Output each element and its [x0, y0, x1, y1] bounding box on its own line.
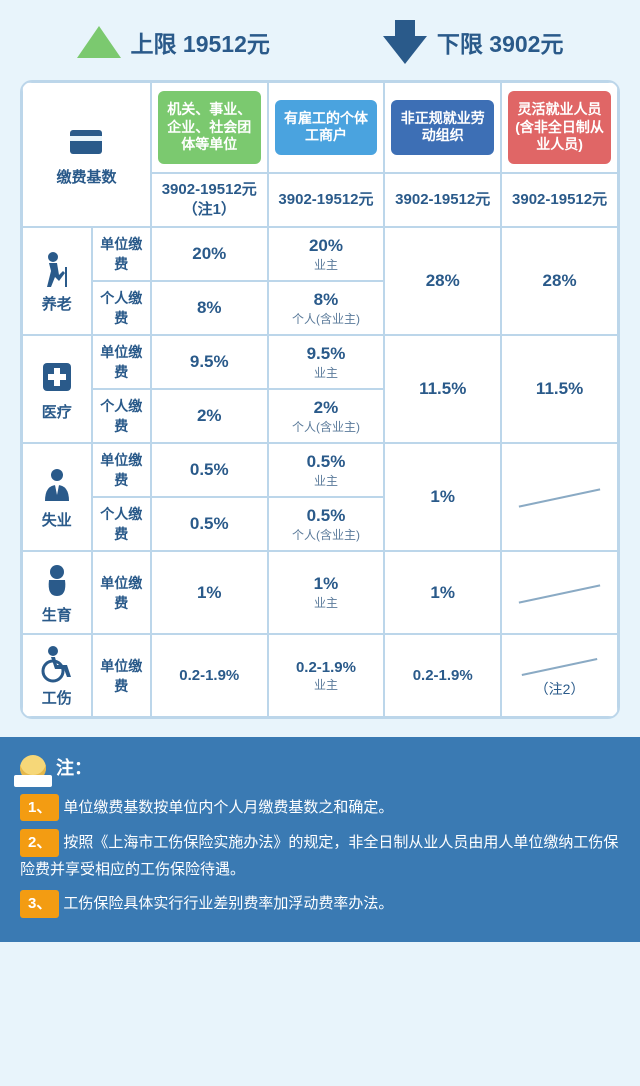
birth-unit-label: 单位缴费 — [92, 551, 151, 634]
injury-c2: 0.2-1.9%业主 — [268, 634, 385, 717]
base-col3: 3902-19512元 — [384, 173, 501, 228]
injury-c4: （注2） — [501, 634, 618, 717]
rates-table: 缴费基数 机关、事业、企业、社会团体等单位 有雇工的个体工商户 非正规就业劳动组… — [20, 80, 620, 719]
unemploy-indiv-c2: 0.5%个人(含业主) — [268, 497, 385, 551]
medical-unit-label: 单位缴费 — [92, 335, 151, 389]
pension-indiv-c2: 8%个人(含业主) — [268, 281, 385, 335]
medical-c3: 11.5% — [384, 335, 501, 443]
base-header-label: 缴费基数 — [27, 166, 146, 187]
note-1: 1、单位缴费基数按单位内个人月缴费基数之和确定。 — [20, 794, 620, 822]
pension-indiv-c1: 8% — [151, 281, 268, 335]
upper-limit: 上限 19512元 — [77, 25, 270, 59]
cat-birth-label: 生育 — [27, 604, 87, 625]
pension-unit-c1: 20% — [151, 227, 268, 281]
col-header-3: 非正规就业劳动组织 — [384, 82, 501, 173]
medical-unit-c1: 9.5% — [151, 335, 268, 389]
wheelchair-icon — [37, 643, 77, 683]
birth-c4-na — [501, 551, 618, 634]
limits-row: 上限 19512元 下限 3902元 — [20, 20, 620, 64]
medical-unit-c2: 9.5%业主 — [268, 335, 385, 389]
lower-limit-label: 下限 3902元 — [437, 25, 564, 59]
injury-c1: 0.2-1.9% — [151, 634, 268, 717]
pension-indiv-label: 个人缴费 — [92, 281, 151, 335]
injury-unit-label: 单位缴费 — [92, 634, 151, 717]
upper-limit-label: 上限 19512元 — [131, 25, 270, 59]
baby-icon — [37, 560, 77, 600]
cat-medical: 医疗 — [22, 335, 92, 443]
medical-indiv-c1: 2% — [151, 389, 268, 443]
cat-pension: 养老 — [22, 227, 92, 335]
person-cane-icon — [37, 249, 77, 289]
medical-indiv-c2: 2%个人(含业主) — [268, 389, 385, 443]
notes-title: 注： — [20, 753, 620, 784]
cat-unemploy-label: 失业 — [27, 509, 87, 530]
birth-c2: 1%业主 — [268, 551, 385, 634]
note-2: 2、按照《上海市工伤保险实施办法》的规定，非全日制从业人员由用人单位缴纳工伤保险… — [20, 829, 620, 882]
cat-injury-label: 工伤 — [27, 687, 87, 708]
cat-injury: 工伤 — [22, 634, 92, 717]
card-icon — [66, 122, 106, 162]
col-header-2: 有雇工的个体工商户 — [268, 82, 385, 173]
notes-title-text: 注： — [56, 753, 92, 784]
cat-unemploy: 失业 — [22, 443, 92, 551]
base-col1: 3902-19512元（注1） — [151, 173, 268, 228]
unemploy-unit-c2: 0.5%业主 — [268, 443, 385, 497]
col-header-1: 机关、事业、企业、社会团体等单位 — [151, 82, 268, 173]
base-header-cell: 缴费基数 — [22, 82, 151, 227]
pension-c3: 28% — [384, 227, 501, 335]
unemploy-unit-label: 单位缴费 — [92, 443, 151, 497]
unemploy-unit-c1: 0.5% — [151, 443, 268, 497]
base-col2: 3902-19512元 — [268, 173, 385, 228]
cat-medical-label: 医疗 — [27, 401, 87, 422]
arrow-up-icon — [77, 26, 121, 58]
medical-c4: 11.5% — [501, 335, 618, 443]
unemploy-c4-na — [501, 443, 618, 551]
cat-pension-label: 养老 — [27, 293, 87, 314]
pension-unit-label: 单位缴费 — [92, 227, 151, 281]
arrow-down-icon — [383, 20, 427, 64]
person-suit-icon — [37, 465, 77, 505]
lower-limit: 下限 3902元 — [383, 20, 564, 64]
pension-c4: 28% — [501, 227, 618, 335]
cat-birth: 生育 — [22, 551, 92, 634]
notes-panel: 注： 1、单位缴费基数按单位内个人月缴费基数之和确定。 2、按照《上海市工伤保险… — [0, 737, 640, 942]
lightbulb-icon — [20, 755, 46, 781]
birth-c3: 1% — [384, 551, 501, 634]
unemploy-indiv-c1: 0.5% — [151, 497, 268, 551]
injury-c3: 0.2-1.9% — [384, 634, 501, 717]
pension-unit-c2: 20%业主 — [268, 227, 385, 281]
col-header-4: 灵活就业人员(含非全日制从业人员) — [501, 82, 618, 173]
medical-indiv-label: 个人缴费 — [92, 389, 151, 443]
birth-c1: 1% — [151, 551, 268, 634]
note-3: 3、工伤保险具体实行行业差别费率加浮动费率办法。 — [20, 890, 620, 918]
medical-cross-icon — [37, 357, 77, 397]
base-col4: 3902-19512元 — [501, 173, 618, 228]
unemploy-c3: 1% — [384, 443, 501, 551]
unemploy-indiv-label: 个人缴费 — [92, 497, 151, 551]
